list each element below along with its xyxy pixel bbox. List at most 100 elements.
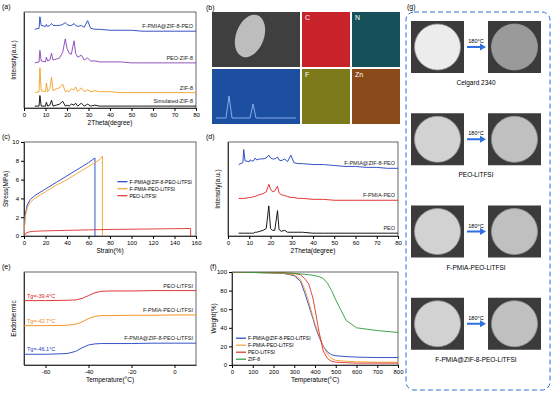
panel-label: (g) xyxy=(407,3,416,11)
photo xyxy=(488,113,541,165)
tick: 0 xyxy=(173,365,177,375)
y-axis xyxy=(228,143,229,237)
legend-label: PEO-LiTFSI xyxy=(129,193,156,199)
y-axis xyxy=(24,13,25,109)
legend-label: F-PMIA@ZIF-8-PEO-LiTFSI xyxy=(129,179,192,185)
photo xyxy=(411,298,464,350)
tick-label: 400 xyxy=(310,369,321,375)
x-axis: 0100200300400500600700800 xyxy=(231,365,404,375)
sample-label: Celgard 2340 xyxy=(456,79,495,87)
tick-mark xyxy=(229,346,232,347)
series-line xyxy=(24,315,196,326)
legend-swatch xyxy=(236,359,246,360)
x-axis-title: Strain(%) xyxy=(96,247,123,255)
series-line xyxy=(239,206,398,233)
arrow xyxy=(467,231,481,233)
tick-label: 40 xyxy=(107,112,114,118)
dish xyxy=(415,116,461,162)
tick: 80 xyxy=(107,236,114,246)
series-label: PEO-LiTFSI xyxy=(163,283,193,289)
x-axis: -60-40-200 xyxy=(25,365,197,375)
tick: 100 xyxy=(217,269,232,275)
y-axis-title: Intensity(a.u.) xyxy=(214,169,222,208)
series-label: F-PMIA-PEO-LiTFSI xyxy=(143,307,194,313)
x-axis-title: 2Theta(degree) xyxy=(291,247,336,255)
tick: 10 xyxy=(246,236,253,246)
series-line xyxy=(232,272,398,358)
tick-mark xyxy=(21,198,24,199)
tick-mark xyxy=(196,108,197,111)
tick: 8 xyxy=(16,158,24,164)
photo xyxy=(411,21,464,73)
tick-label: 20 xyxy=(268,240,275,246)
tick: 160 xyxy=(191,236,202,246)
tick-mark xyxy=(175,365,176,368)
line-panel: 01020304050607080(a)2Theta(degree)Intens… xyxy=(2,3,200,127)
tick-label: 80 xyxy=(193,112,200,118)
panel-label: (f) xyxy=(210,263,217,271)
tick-label: 0 xyxy=(23,112,27,118)
tick-label: 40 xyxy=(220,325,227,331)
tick-mark xyxy=(46,108,47,111)
tick: 50 xyxy=(331,236,338,246)
legend-swatch xyxy=(117,188,127,189)
tick-label: 160 xyxy=(191,240,202,246)
tick: 70 xyxy=(374,236,381,246)
tick: 500 xyxy=(331,365,342,375)
panel-label: (c) xyxy=(2,133,10,141)
photo xyxy=(411,206,464,258)
tick-label: 600 xyxy=(352,369,363,375)
series-line xyxy=(24,291,196,301)
series-line xyxy=(35,17,196,31)
tick-label: 20 xyxy=(43,240,50,246)
series-line xyxy=(35,68,196,93)
y-axis-line xyxy=(24,13,25,109)
legend-item: PEO-LiTFSI xyxy=(236,349,275,355)
series-label: ZIF-8 xyxy=(180,85,193,91)
y-axis-title: Intensity(a.u.) xyxy=(10,40,18,79)
dish xyxy=(415,24,461,70)
series-label: F-PMIA@ZIF-8-PEO-LiTFSI xyxy=(124,335,193,341)
y-axis-line xyxy=(228,143,229,237)
legend: F-PMIA@ZIF-8-PEO-LiTFSIF-PMIA-PEO-LiTFSI… xyxy=(117,179,192,199)
tick-label: 0 xyxy=(224,362,228,368)
series-label: PEO-ZIF-8 xyxy=(166,55,193,61)
tick-label: 60 xyxy=(220,307,227,313)
figure: 01020304050607080(a)2Theta(degree)Intens… xyxy=(0,0,553,395)
tick-label: 20 xyxy=(220,344,227,350)
tick-label: 0 xyxy=(227,240,231,246)
y-axis-line xyxy=(232,273,233,366)
tick: 0 xyxy=(23,236,27,246)
tick-label: 300 xyxy=(290,369,301,375)
line-panel: 0100200300400500600700800020406080100(f)… xyxy=(210,263,404,384)
tick: 700 xyxy=(373,365,384,375)
tick: 0 xyxy=(224,362,232,368)
tick: 2 xyxy=(16,215,24,221)
eds-trace xyxy=(216,96,296,118)
tick-label: 30 xyxy=(289,240,296,246)
series-group xyxy=(35,17,196,106)
tick-label: 80 xyxy=(107,240,114,246)
dish xyxy=(415,209,461,255)
photo-panel: (g)180°CCelgard 2340180°CPEO-LiTFSI180°C… xyxy=(406,3,550,390)
legend-item: F-PMIA@ZIF-8-PEO-LiTFSI xyxy=(117,179,192,185)
tick-mark xyxy=(132,365,133,368)
tick: 60 xyxy=(220,307,232,313)
condition-label: 180°C xyxy=(468,315,483,321)
tick: 100 xyxy=(248,365,259,375)
dish xyxy=(492,116,538,162)
tick-label: 100 xyxy=(248,369,259,375)
tick-label: 10 xyxy=(12,139,19,145)
series-line xyxy=(239,184,398,200)
tick-mark xyxy=(398,236,399,239)
series-line xyxy=(24,158,95,236)
tick-mark xyxy=(271,236,272,239)
tick-label: 40 xyxy=(64,240,71,246)
tick: 60 xyxy=(353,236,360,246)
tick-mark xyxy=(110,108,111,111)
series-group xyxy=(24,156,191,236)
series-line xyxy=(239,150,398,169)
tick-mark xyxy=(153,236,154,239)
tick-label: -20 xyxy=(128,369,137,375)
figure-svg: 01020304050607080(a)2Theta(degree)Intens… xyxy=(0,0,553,395)
